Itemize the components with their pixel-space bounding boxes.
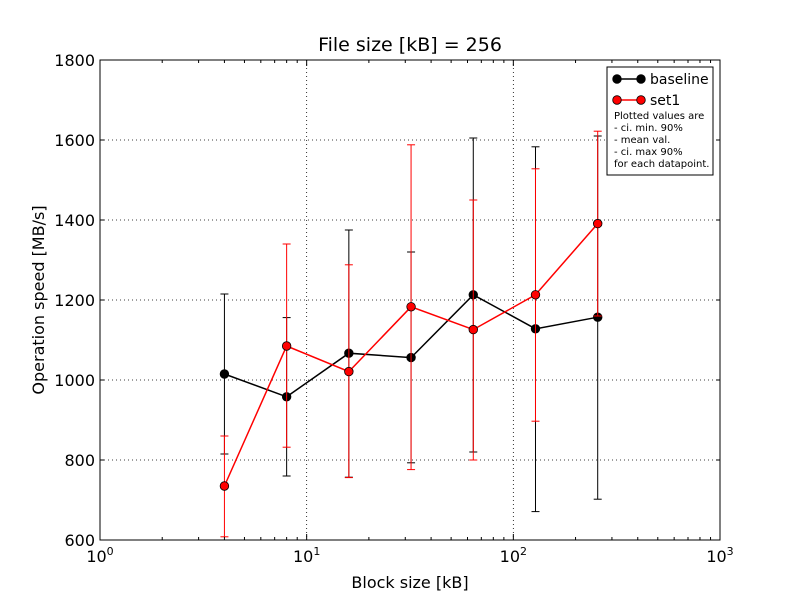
y-tick-label: 800 <box>64 451 95 470</box>
legend-marker <box>612 95 622 105</box>
x-tick-base: 10 <box>293 547 313 566</box>
legend-note-line: Plotted values are <box>614 111 704 122</box>
y-tick-label: 1400 <box>54 211 95 230</box>
y-tick-label: 1800 <box>54 51 95 70</box>
y-tick-label: 1200 <box>54 291 95 310</box>
legend-marker <box>636 95 646 105</box>
x-tick-base: 10 <box>86 547 106 566</box>
legend-note-line: - ci. max 90% <box>614 147 683 158</box>
y-tick-label: 600 <box>64 531 95 550</box>
legend-box <box>606 66 714 176</box>
legend-note-line: for each datapoint. <box>614 159 709 170</box>
x-tick-label: 102 <box>500 545 527 566</box>
legend-label: set1 <box>650 93 680 109</box>
data-point <box>530 290 541 300</box>
data-point <box>344 366 354 377</box>
x-tick-label: 103 <box>706 545 733 566</box>
x-tick-exponent: 1 <box>313 545 320 558</box>
x-tick-label: 100 <box>86 545 113 566</box>
x-axis-label: Block size [kB] <box>351 573 468 592</box>
y-axis-label: Operation speed [MB/s] <box>29 205 48 394</box>
y-tick-label: 1000 <box>54 371 95 390</box>
legend: baseline set1 Plotted values are - ci. min… <box>606 66 714 176</box>
x-tick-exponent: 0 <box>107 545 114 558</box>
series-set1 <box>219 130 603 538</box>
y-tick-label: 1600 <box>54 131 95 150</box>
data-point <box>468 324 478 335</box>
legend-label: baseline <box>650 72 709 88</box>
legend-note-line: - mean val. <box>614 135 670 146</box>
chart-title: File size [kB] = 256 <box>318 34 502 56</box>
legend-marker <box>636 74 646 84</box>
data-point <box>219 481 230 491</box>
x-tick-base: 10 <box>500 547 520 566</box>
data-point <box>406 302 416 312</box>
data-point <box>593 218 603 229</box>
x-tick-exponent: 2 <box>520 545 527 558</box>
data-point <box>219 369 230 379</box>
legend-marker <box>612 74 622 84</box>
x-tick-exponent: 3 <box>727 545 734 558</box>
x-tick-base: 10 <box>706 547 726 566</box>
legend-note-line: - ci. min. 90% <box>614 123 683 134</box>
x-tick-label: 101 <box>293 545 320 566</box>
data-point <box>281 341 292 351</box>
series-layer <box>219 130 603 538</box>
